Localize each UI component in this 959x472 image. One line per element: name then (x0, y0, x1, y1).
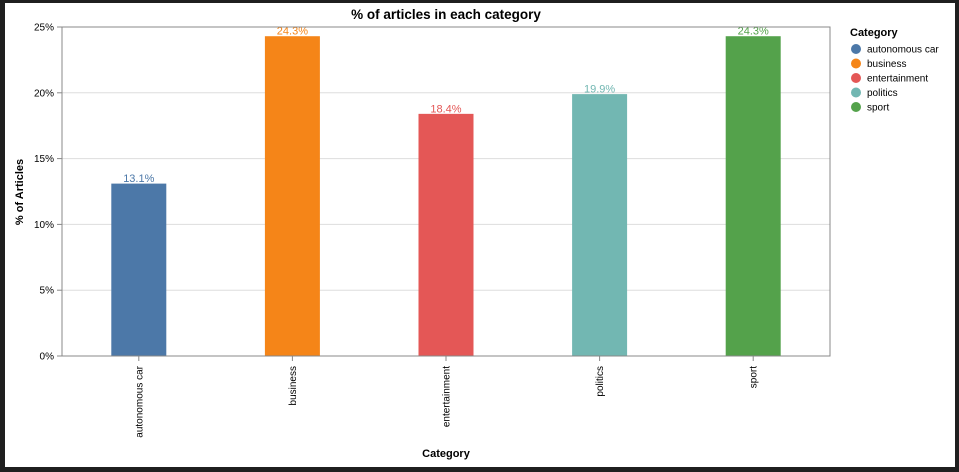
chart-panel: % of articles in each category 13.1% 24.3… (5, 3, 955, 467)
data-label: 19.9% (584, 84, 615, 96)
bar (111, 183, 167, 356)
x-tick-label: entertainment (442, 366, 453, 427)
legend-swatch (851, 102, 861, 112)
bar (725, 36, 781, 356)
chart-title: % of articles in each category (351, 7, 541, 22)
legend-title: Category (850, 27, 899, 39)
data-label: 13.1% (123, 173, 154, 185)
y-tick-label: 5% (40, 286, 55, 297)
y-tick-label: 0% (40, 352, 55, 363)
data-label: 18.4% (430, 103, 461, 115)
y-axis-title: % of Articles (14, 159, 26, 225)
y-axis: 0% 5% 10% 15% 20% 25% (34, 23, 62, 363)
legend-item-label: entertainment (867, 74, 928, 85)
data-label: 24.3% (277, 26, 308, 38)
legend-item-label: politics (867, 88, 898, 99)
bar (264, 36, 320, 356)
y-tick-label: 20% (34, 88, 54, 99)
legend: Category autonomous car business entertain… (850, 27, 939, 114)
x-tick-label: autonomous car (134, 365, 145, 437)
x-tick-label: politics (595, 366, 606, 397)
bar (418, 113, 474, 356)
y-tick-label: 15% (34, 154, 54, 165)
plot-frame (61, 26, 831, 357)
legend-item-label: autonomous car (867, 45, 939, 56)
x-axis-title: Category (422, 448, 471, 460)
legend-swatch (851, 87, 861, 98)
legend-swatch (851, 44, 861, 54)
bar-chart: % of articles in each category 13.1% 24.3… (14, 7, 939, 460)
legend-swatch (851, 73, 861, 83)
data-label: 24.3% (738, 26, 769, 38)
bars (111, 36, 781, 356)
y-tick-label: 10% (34, 220, 54, 231)
legend-item-label: sport (867, 103, 889, 114)
legend-item-label: business (867, 59, 906, 70)
legend-swatch (851, 58, 861, 69)
x-axis: autonomous car business entertainment polit… (134, 356, 760, 438)
x-tick-label: sport (749, 366, 760, 388)
x-tick-label: business (288, 366, 299, 405)
bar (572, 94, 628, 356)
data-labels: 13.1% 24.3% 18.4% 19.9% 24.3% (123, 26, 769, 185)
y-tick-label: 25% (34, 23, 54, 34)
